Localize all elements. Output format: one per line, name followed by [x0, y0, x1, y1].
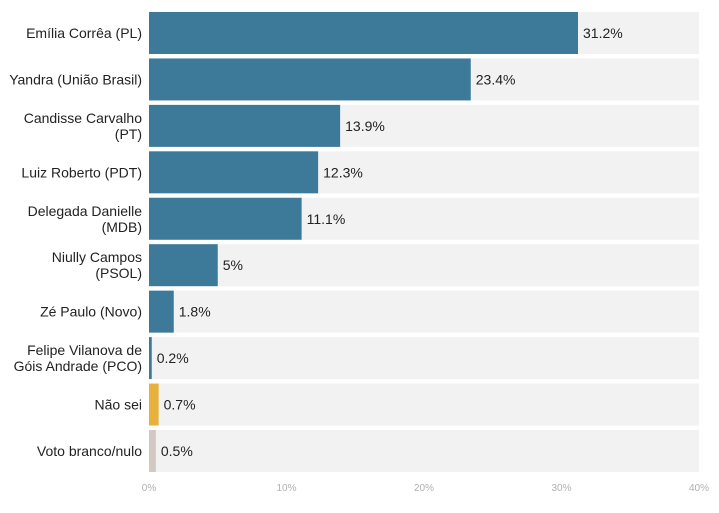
bar-track [149, 383, 699, 426]
bar-track [149, 290, 699, 333]
bar [149, 244, 218, 287]
x-tick-label: 40% [689, 483, 709, 494]
bar [149, 290, 174, 333]
bar [149, 12, 578, 54]
x-tick-label: 0% [142, 483, 157, 494]
bar [149, 151, 319, 194]
category-label: Não sei [95, 397, 142, 413]
value-label: 11.1% [307, 211, 346, 227]
value-label: 5% [223, 257, 243, 273]
bar [149, 429, 156, 472]
bar [149, 337, 152, 380]
category-label: Zé Paulo (Novo) [40, 304, 142, 320]
bar [149, 58, 471, 101]
category-label: Voto branco/nulo [37, 443, 142, 459]
x-tick-label: 20% [414, 483, 434, 494]
category-label: Felipe Vilanova de Góis Andrade (PCO) [14, 342, 143, 374]
value-label: 1.8% [179, 304, 211, 320]
category-label: Niully Campos (PSOL) [52, 249, 142, 281]
bar-track [149, 429, 699, 472]
category-label: Emília Corrêa (PL) [26, 25, 142, 41]
category-label: Luiz Roberto (PDT) [21, 164, 142, 180]
category-label: Yandra (União Brasil) [9, 71, 142, 87]
value-label: 12.3% [323, 164, 363, 180]
category-label: Candisse Carvalho (PT) [24, 110, 142, 142]
bar [149, 104, 341, 147]
bar [149, 383, 159, 426]
x-tick-label: 10% [276, 483, 296, 494]
bar-track [149, 337, 699, 380]
value-label: 23.4% [476, 71, 516, 87]
value-label: 0.5% [161, 443, 193, 459]
x-tick-label: 30% [551, 483, 571, 494]
value-label: 13.9% [345, 118, 385, 134]
value-label: 0.7% [164, 397, 196, 413]
bar [149, 197, 302, 240]
bar-track [149, 244, 699, 287]
category-label: Delegada Danielle (MDB) [28, 203, 143, 235]
value-label: 31.2% [583, 25, 623, 41]
value-label: 0.2% [157, 350, 189, 366]
